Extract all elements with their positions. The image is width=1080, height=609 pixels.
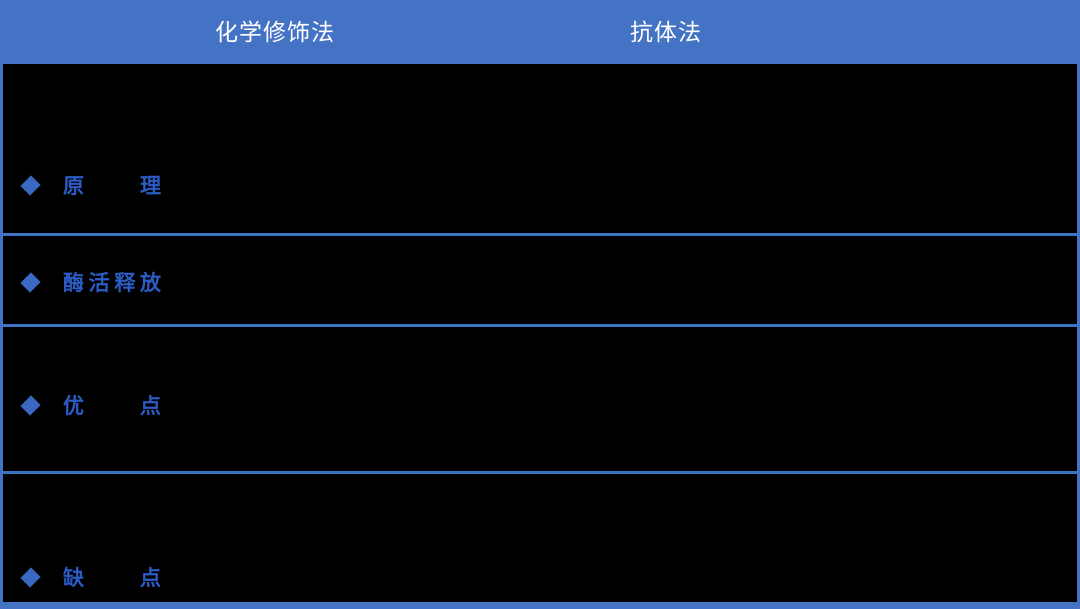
- diamond-bullet-icon: [20, 566, 41, 588]
- row-divider: [3, 324, 1080, 327]
- row-label-text: 酶活释放: [63, 272, 161, 295]
- row-label-principle: 原理: [20, 172, 161, 198]
- row-divider: [3, 233, 1080, 236]
- table-header: 化学修饰法 抗体法: [0, 0, 1080, 64]
- column-header-chemical-modification: 化学修饰法: [215, 19, 335, 45]
- row-divider: [3, 471, 1080, 474]
- row-label-disadvantages: 缺点: [20, 564, 161, 590]
- column-header-antibody: 抗体法: [630, 19, 702, 45]
- row-label-advantages: 优点: [20, 392, 161, 418]
- diamond-bullet-icon: [20, 174, 41, 196]
- row-label-text: 原理: [63, 175, 161, 198]
- row-label-enzyme-activity-release: 酶活释放: [20, 269, 161, 295]
- table-body: 原理 酶活释放 优点 缺点: [0, 64, 1080, 602]
- row-label-text: 优点: [63, 395, 161, 418]
- row-label-text: 缺点: [63, 567, 161, 590]
- bottom-border: [0, 602, 1080, 609]
- diamond-bullet-icon: [20, 394, 41, 416]
- diamond-bullet-icon: [20, 271, 41, 293]
